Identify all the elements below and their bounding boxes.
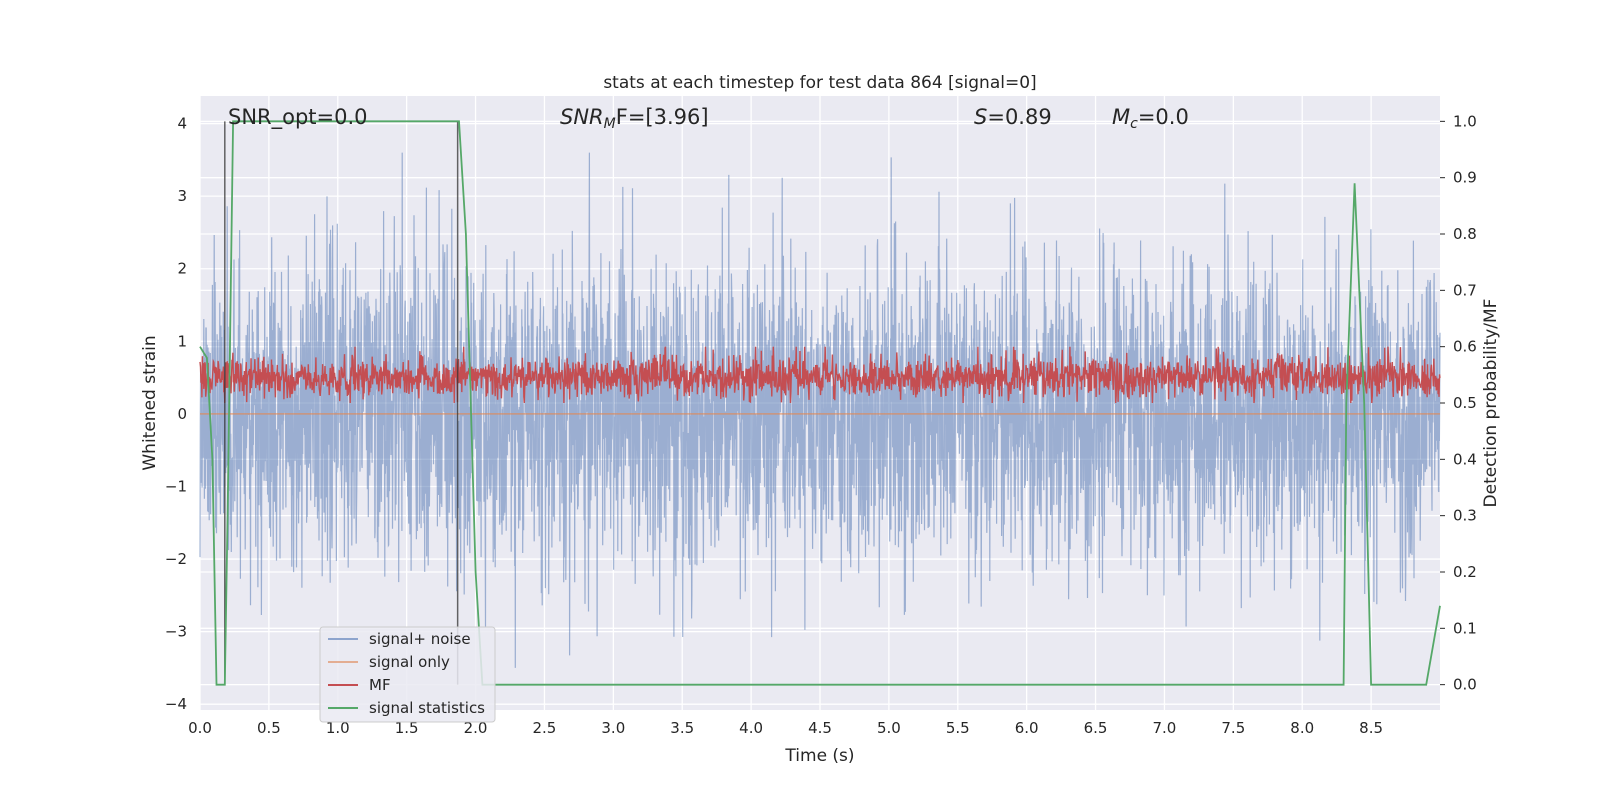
- y-tick-label-left: −4: [165, 695, 187, 713]
- annotation-snr-opt: SNR_opt=0.0: [228, 105, 368, 130]
- x-tick-label: 4.5: [808, 719, 832, 737]
- y-tick-label-right: 0.0: [1453, 676, 1477, 694]
- x-axis-label: Time (s): [784, 746, 854, 766]
- y-tick-label-left: 1: [177, 332, 187, 350]
- y-tick-label-left: 0: [177, 405, 187, 423]
- y-tick-label-left: 2: [177, 260, 187, 278]
- x-tick-label: 6.0: [1015, 719, 1039, 737]
- x-tick-label: 0.0: [188, 719, 212, 737]
- x-tick-label: 6.5: [1084, 719, 1108, 737]
- y-tick-label-left: −2: [165, 550, 187, 568]
- x-tick-label: 7.0: [1153, 719, 1177, 737]
- legend-label-mf: MF: [369, 676, 391, 694]
- x-tick-label: 1.5: [395, 719, 419, 737]
- annotation-snr-mf: SNRMF=[3.96]: [560, 105, 709, 132]
- y-axis-label-left: Whitened strain: [140, 335, 160, 470]
- y-axis-label-right: Detection probability/MF: [1481, 299, 1501, 508]
- legend-label-signal-noise: signal+ noise: [369, 630, 471, 648]
- y-tick-label-left: −1: [165, 477, 187, 495]
- legend: signal+ noise signal only MF signal stat…: [319, 626, 496, 723]
- legend-label-signal-statistics: signal statistics: [369, 699, 485, 717]
- x-tick-label: 1.0: [326, 719, 350, 737]
- x-tick-label: 8.0: [1290, 719, 1314, 737]
- x-tick-label: 3.0: [601, 719, 625, 737]
- y-tick-label-left: −3: [165, 623, 187, 641]
- series-signal-statistics: [199, 120, 1441, 686]
- y-ticks-left: 4 3 2 1 0 −1 −2 −3 −4: [165, 115, 187, 714]
- y-tick-label-right: 0.9: [1453, 169, 1477, 187]
- series-layer: [199, 120, 1441, 686]
- y-tick-label-right: 0.1: [1453, 619, 1477, 637]
- y-tick-label-right: 0.4: [1453, 450, 1477, 468]
- annotation-mc: Mc=0.0: [1112, 105, 1189, 132]
- y-tick-label-left: 3: [177, 187, 187, 205]
- x-tick-label: 5.0: [877, 719, 901, 737]
- x-ticks: 0.0 0.5 1.0 1.5 2.0 2.5 3.0 3.5 4.0 4.5 5.0 5.5 6.0 6…: [188, 719, 1383, 737]
- chart-title: stats at each timestep for test data 864…: [603, 73, 1036, 93]
- y-tick-label-right: 0.3: [1453, 507, 1477, 525]
- y-tick-label-right: 0.7: [1453, 281, 1477, 299]
- series-signal-noise: [199, 152, 1441, 668]
- x-tick-label: 2.0: [464, 719, 488, 737]
- x-tick-label: 5.5: [946, 719, 970, 737]
- y-tick-label-right: 0.6: [1453, 338, 1477, 356]
- y-tick-label-left: 4: [177, 115, 187, 133]
- legend-box: [319, 626, 496, 723]
- y-tick-label-right: 1.0: [1453, 112, 1477, 130]
- x-tick-label: 3.5: [670, 719, 694, 737]
- y-tick-label-right: 0.5: [1453, 394, 1477, 412]
- x-tick-label: 7.5: [1221, 719, 1245, 737]
- y-ticks-right: 1.0 0.9 0.8 0.7 0.6 0.5 0.4 0.3 0.2 0.1 0.0: [1440, 112, 1477, 694]
- annotation-s: S=0.89: [974, 105, 1052, 129]
- x-tick-label: 2.5: [533, 719, 557, 737]
- y-tick-label-right: 0.8: [1453, 225, 1477, 243]
- x-tick-label: 8.5: [1359, 719, 1383, 737]
- x-tick-label: 0.5: [257, 719, 281, 737]
- y-tick-label-right: 0.2: [1453, 563, 1477, 581]
- legend-label-signal-only: signal only: [369, 653, 450, 671]
- series-mf: [199, 346, 1441, 404]
- x-tick-label: 4.0: [739, 719, 763, 737]
